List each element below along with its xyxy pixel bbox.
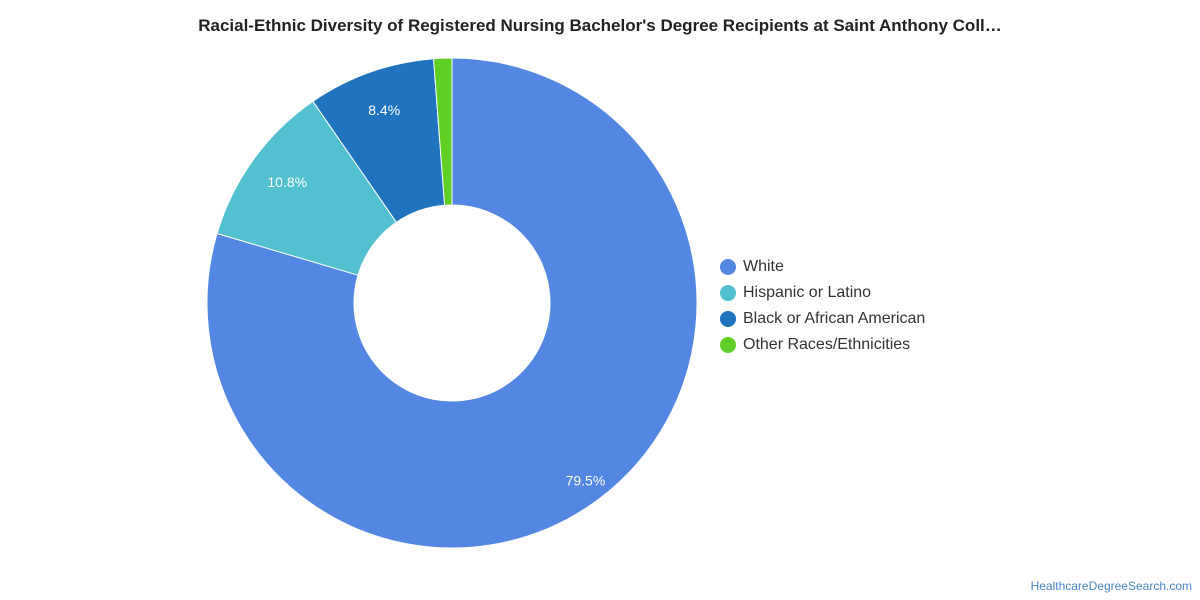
legend-label-black-or-african-american: Black or African American [743, 310, 926, 327]
legend-swatch-black-or-african-american [720, 311, 736, 327]
legend-item-black-or-african-american[interactable]: Black or African American [720, 306, 925, 332]
slice-white[interactable] [206, 57, 698, 549]
legend-label-other-races-ethnicities: Other Races/Ethnicities [743, 336, 911, 353]
legend-label-hispanic-or-latino: Hispanic or Latino [743, 284, 872, 301]
legend-swatch-other-races-ethnicities [720, 337, 736, 353]
legend-item-white[interactable]: White [720, 254, 925, 280]
legend-item-other-races-ethnicities[interactable]: Other Races/Ethnicities [720, 332, 925, 358]
legend-swatch-hispanic-or-latino [720, 285, 736, 301]
chart-legend: White Hispanic or Latino Black or Africa… [720, 254, 925, 358]
source-credit-link[interactable]: HealthcareDegreeSearch.com [1030, 579, 1192, 593]
legend-item-hispanic-or-latino[interactable]: Hispanic or Latino [720, 280, 925, 306]
slice-other-races-ethnicities[interactable] [432, 57, 453, 206]
data-label-hispanic-or-latino: 10.8% [267, 174, 307, 190]
legend-swatch-white [720, 259, 736, 275]
data-label-black-or-african-american: 8.4% [368, 102, 400, 118]
legend-label-white: White [743, 258, 784, 275]
data-label-white: 79.5% [566, 472, 606, 488]
chart-title: Racial-Ethnic Diversity of Registered Nu… [198, 16, 1002, 35]
